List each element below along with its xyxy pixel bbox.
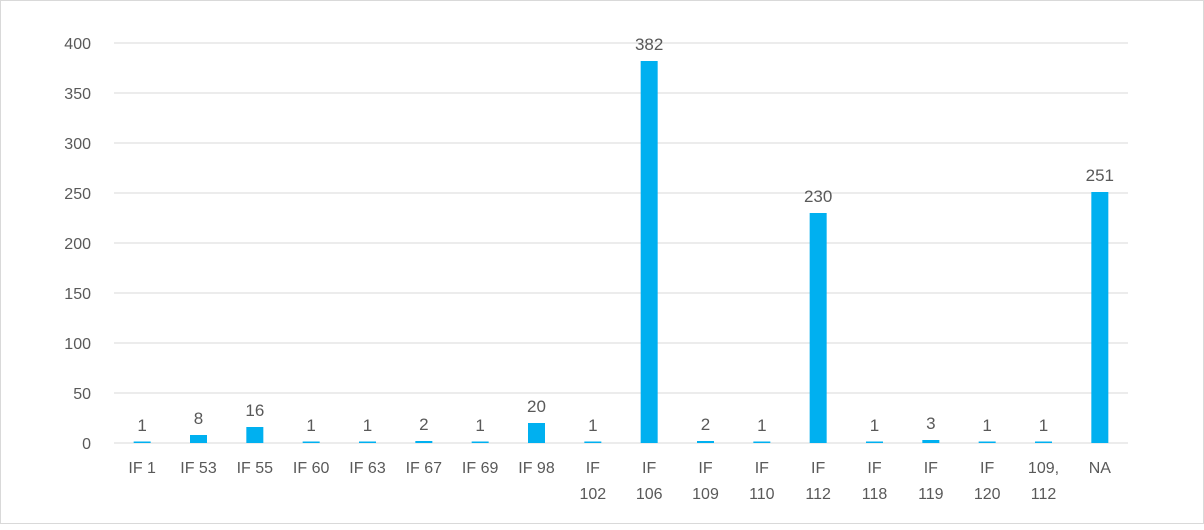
data-label: 2 <box>419 415 428 434</box>
bar <box>1091 192 1109 443</box>
x-tick-label: IF 118 <box>862 460 888 503</box>
y-tick-label: 100 <box>64 336 91 353</box>
data-label: 1 <box>1039 416 1048 435</box>
data-label: 1 <box>757 416 766 435</box>
bar <box>866 441 883 443</box>
gridlines <box>114 42 1128 444</box>
data-label: 230 <box>804 187 832 206</box>
bar <box>302 441 320 443</box>
data-label: 1 <box>137 416 146 435</box>
x-tick-label: IF 109 <box>692 460 719 503</box>
data-label: 1 <box>870 416 879 435</box>
x-tick-label: IF 119 <box>918 460 944 503</box>
x-tick-label: IF 69 <box>462 460 499 477</box>
data-label: 8 <box>194 409 203 428</box>
x-tick-label: IF 110 <box>749 460 775 503</box>
y-tick-label: 50 <box>73 386 91 403</box>
data-label: 382 <box>635 35 663 54</box>
x-tick-label: IF 60 <box>293 460 330 477</box>
data-label: 1 <box>588 416 597 435</box>
x-tick-label: IF 1 <box>128 460 156 477</box>
y-tick-label: 350 <box>64 86 91 103</box>
data-label: 20 <box>527 397 546 416</box>
x-tick-label: IF 63 <box>349 460 386 477</box>
x-tick-label: IF 106 <box>636 460 663 503</box>
y-tick-label: 250 <box>64 186 91 203</box>
x-tick-label: IF 53 <box>180 460 217 477</box>
x-tick-label: IF 112 <box>805 460 831 503</box>
data-label: 2 <box>701 415 710 434</box>
x-tick-label: IF 55 <box>237 460 274 477</box>
x-tick-label: 109, 112 <box>1028 460 1059 503</box>
data-labels: 1 8 16 1 1 2 1 20 1 382 2 1 230 1 3 1 1 251 <box>137 35 1114 435</box>
y-axis-ticks: 0 50 100 150 200 250 300 350 400 <box>64 36 91 453</box>
y-tick-label: 200 <box>64 236 91 253</box>
y-tick-label: 300 <box>64 136 91 153</box>
bar <box>584 441 602 443</box>
bar <box>471 441 489 443</box>
bar <box>133 441 151 443</box>
data-label: 1 <box>475 416 484 435</box>
data-label: 251 <box>1086 166 1114 185</box>
bar <box>246 427 264 443</box>
y-tick-label: 150 <box>64 286 91 303</box>
data-label: 1 <box>982 416 991 435</box>
x-tick-label: NA <box>1089 460 1112 477</box>
bar <box>697 441 714 443</box>
data-label: 16 <box>245 401 264 420</box>
data-label: 3 <box>926 414 935 433</box>
data-label: 1 <box>363 416 372 435</box>
bar <box>922 440 940 443</box>
bars <box>133 61 1109 443</box>
x-axis-categories: IF 1 IF 53 IF 55 IF 60 IF 63 IF 67 IF 69 IF 98 I… <box>128 460 1111 503</box>
bar <box>1035 441 1052 443</box>
bar <box>809 213 827 443</box>
bar <box>190 435 207 443</box>
x-tick-label: IF 98 <box>518 460 555 477</box>
bar <box>753 441 771 443</box>
bar <box>359 441 376 443</box>
y-tick-label: 0 <box>82 436 91 453</box>
x-tick-label: IF 67 <box>406 460 443 477</box>
bar <box>640 61 658 443</box>
y-tick-label: 400 <box>64 36 91 53</box>
x-tick-label: IF 120 <box>974 460 1001 503</box>
x-tick-label: IF 102 <box>579 460 606 503</box>
bar <box>528 423 545 443</box>
bar <box>415 441 433 443</box>
bar <box>978 441 996 443</box>
data-label: 1 <box>306 416 315 435</box>
